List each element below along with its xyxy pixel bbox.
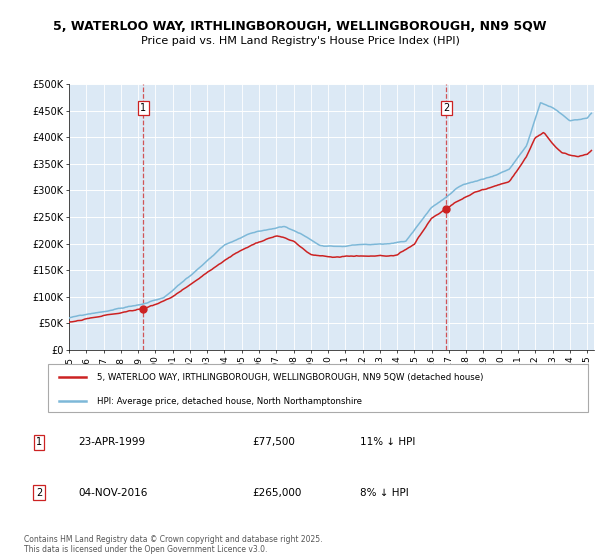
Text: 2: 2 — [36, 488, 42, 498]
Text: HPI: Average price, detached house, North Northamptonshire: HPI: Average price, detached house, Nort… — [97, 396, 362, 405]
Text: £265,000: £265,000 — [252, 488, 301, 498]
Text: £77,500: £77,500 — [252, 437, 295, 447]
Text: 8% ↓ HPI: 8% ↓ HPI — [360, 488, 409, 498]
Text: 5, WATERLOO WAY, IRTHLINGBOROUGH, WELLINGBOROUGH, NN9 5QW (detached house): 5, WATERLOO WAY, IRTHLINGBOROUGH, WELLIN… — [97, 373, 483, 382]
Text: Contains HM Land Registry data © Crown copyright and database right 2025.
This d: Contains HM Land Registry data © Crown c… — [24, 535, 323, 554]
FancyBboxPatch shape — [48, 364, 588, 412]
Text: 23-APR-1999: 23-APR-1999 — [78, 437, 145, 447]
Text: 11% ↓ HPI: 11% ↓ HPI — [360, 437, 415, 447]
Text: 1: 1 — [140, 103, 146, 113]
Text: 1: 1 — [36, 437, 42, 447]
Text: 04-NOV-2016: 04-NOV-2016 — [78, 488, 148, 498]
Text: Price paid vs. HM Land Registry's House Price Index (HPI): Price paid vs. HM Land Registry's House … — [140, 36, 460, 46]
Text: 2: 2 — [443, 103, 449, 113]
Text: 5, WATERLOO WAY, IRTHLINGBOROUGH, WELLINGBOROUGH, NN9 5QW: 5, WATERLOO WAY, IRTHLINGBOROUGH, WELLIN… — [53, 20, 547, 32]
